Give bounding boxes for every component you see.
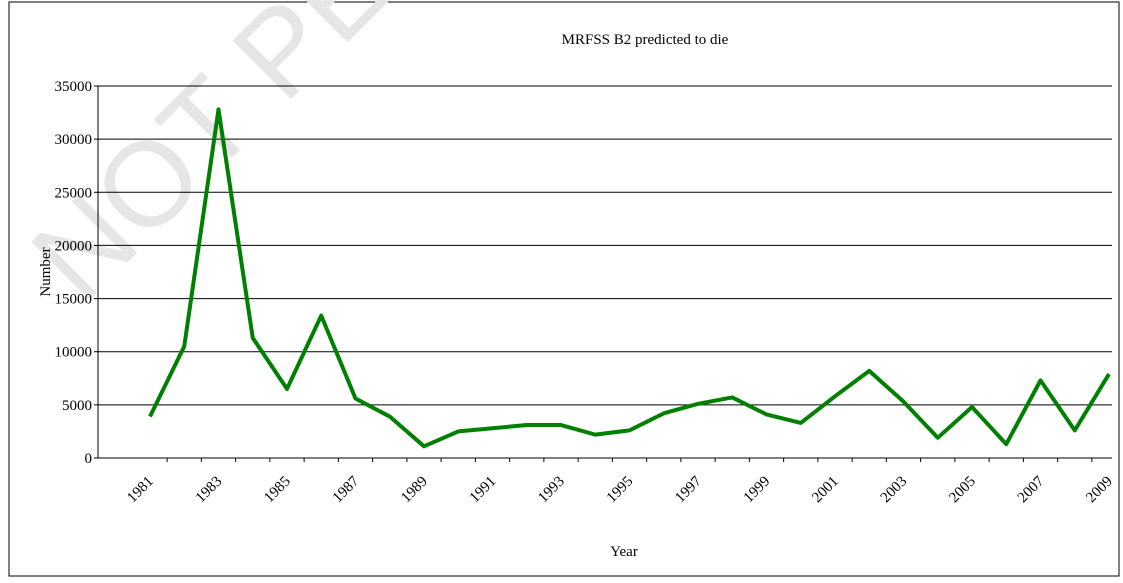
chart-title: MRFSS B2 predicted to die bbox=[562, 32, 729, 48]
y-tick-label: 15000 bbox=[55, 292, 93, 308]
y-tick-label: 0 bbox=[85, 451, 93, 467]
y-tick-label: 30000 bbox=[55, 132, 93, 148]
y-tick-label: 35000 bbox=[55, 79, 93, 95]
x-axis-label: Year bbox=[610, 544, 638, 560]
line-series bbox=[148, 107, 1111, 449]
y-tick-label: 20000 bbox=[55, 238, 93, 254]
y-tick-label: 5000 bbox=[62, 398, 92, 414]
y-tick-label: 10000 bbox=[55, 345, 93, 361]
y-tick-label: 25000 bbox=[55, 185, 93, 201]
y-axis-label: Number bbox=[38, 247, 54, 296]
